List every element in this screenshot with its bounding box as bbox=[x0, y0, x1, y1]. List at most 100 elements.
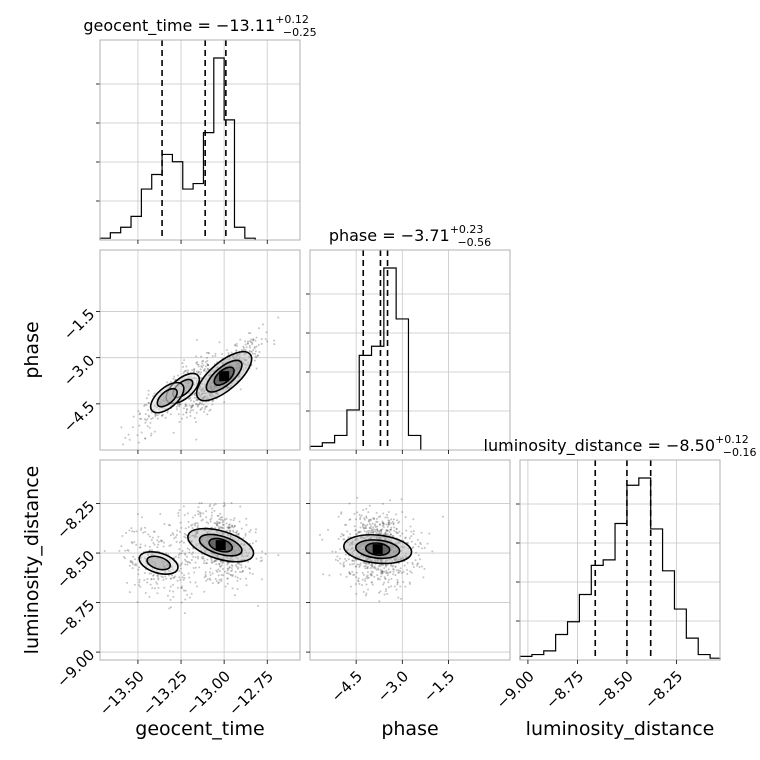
sample-point bbox=[199, 401, 202, 404]
sample-point bbox=[169, 534, 172, 537]
sample-point bbox=[189, 396, 192, 399]
sample-point bbox=[353, 525, 356, 528]
sample-point bbox=[258, 350, 261, 353]
sample-point bbox=[221, 516, 224, 519]
sample-point bbox=[402, 581, 405, 584]
sample-point bbox=[169, 544, 172, 547]
sample-point bbox=[209, 520, 212, 523]
sample-point bbox=[139, 546, 142, 549]
sample-point bbox=[331, 550, 334, 553]
sample-point bbox=[180, 540, 183, 543]
sample-point bbox=[365, 507, 368, 510]
sample-point bbox=[184, 589, 187, 592]
sample-point bbox=[379, 575, 382, 578]
sample-point bbox=[183, 577, 186, 580]
sample-point bbox=[395, 530, 398, 533]
sample-point bbox=[277, 316, 280, 319]
sample-point bbox=[171, 583, 174, 586]
sample-point bbox=[244, 343, 247, 346]
sample-point bbox=[153, 530, 156, 533]
sample-point bbox=[372, 566, 375, 569]
sample-point bbox=[234, 344, 237, 347]
sample-point bbox=[373, 566, 376, 569]
sample-point bbox=[337, 537, 340, 540]
sample-point bbox=[150, 572, 153, 575]
sample-point bbox=[188, 548, 191, 551]
sample-point bbox=[207, 364, 210, 367]
sample-point bbox=[351, 570, 354, 573]
sample-point bbox=[244, 340, 247, 343]
sample-point bbox=[133, 564, 136, 567]
sample-point bbox=[177, 413, 180, 416]
sample-point bbox=[238, 520, 241, 523]
sample-point bbox=[395, 531, 398, 534]
sample-point bbox=[147, 533, 150, 536]
title-phase: phase = −3.71+0.23 −0.56 bbox=[329, 223, 491, 249]
sample-point bbox=[135, 530, 138, 533]
sample-point bbox=[191, 405, 194, 408]
sample-point bbox=[340, 511, 343, 514]
sample-point bbox=[226, 561, 229, 564]
sample-point bbox=[361, 578, 364, 581]
sample-point bbox=[227, 567, 230, 570]
sample-point bbox=[206, 558, 209, 561]
sample-point bbox=[390, 577, 393, 580]
sample-point bbox=[371, 571, 374, 574]
sample-point bbox=[261, 550, 264, 553]
sample-point bbox=[125, 531, 128, 534]
sample-point bbox=[389, 528, 392, 531]
sample-point bbox=[412, 518, 415, 521]
joint-density bbox=[318, 496, 444, 603]
sample-point bbox=[215, 563, 218, 566]
sample-point bbox=[337, 515, 340, 518]
sample-point bbox=[364, 525, 367, 528]
sample-point bbox=[222, 520, 225, 523]
sample-point bbox=[181, 576, 184, 579]
sample-point bbox=[205, 370, 208, 373]
sample-point bbox=[218, 563, 221, 566]
sample-point bbox=[140, 431, 143, 434]
sample-point bbox=[348, 518, 351, 521]
sample-point bbox=[137, 573, 140, 576]
sample-point bbox=[240, 564, 243, 567]
sample-point bbox=[157, 574, 160, 577]
sample-point bbox=[387, 581, 390, 584]
sample-point bbox=[244, 565, 247, 568]
sample-point bbox=[416, 563, 419, 566]
sample-point bbox=[251, 343, 254, 346]
sample-point bbox=[426, 542, 429, 545]
sample-point bbox=[366, 567, 369, 570]
sample-point bbox=[198, 402, 201, 405]
sample-point bbox=[182, 589, 185, 592]
sample-point bbox=[248, 567, 251, 570]
sample-point bbox=[210, 511, 213, 514]
sample-point bbox=[403, 564, 406, 567]
sample-point bbox=[386, 526, 389, 529]
sample-point bbox=[379, 529, 382, 532]
sample-point bbox=[179, 403, 182, 406]
sample-point bbox=[165, 577, 168, 580]
sample-point bbox=[187, 572, 190, 575]
sample-point bbox=[206, 405, 209, 408]
sample-point bbox=[178, 576, 181, 579]
sample-point bbox=[373, 523, 376, 526]
sample-point bbox=[409, 525, 412, 528]
sample-point bbox=[194, 394, 197, 397]
sample-point bbox=[362, 561, 365, 564]
sample-point bbox=[339, 548, 342, 551]
sample-point bbox=[365, 592, 368, 595]
sample-point bbox=[201, 518, 204, 521]
sample-point bbox=[178, 541, 181, 544]
x-axis-label-luminosity_distance: luminosity_distance bbox=[526, 718, 715, 740]
sample-point bbox=[179, 586, 182, 589]
sample-point bbox=[210, 559, 213, 562]
sample-point bbox=[197, 370, 200, 373]
sample-point bbox=[194, 566, 197, 569]
sample-point bbox=[189, 411, 192, 414]
sample-point bbox=[177, 553, 180, 556]
sample-point bbox=[365, 530, 368, 533]
sample-point bbox=[144, 544, 147, 547]
sample-point bbox=[378, 531, 381, 534]
sample-point bbox=[390, 518, 393, 521]
sample-point bbox=[381, 522, 384, 525]
